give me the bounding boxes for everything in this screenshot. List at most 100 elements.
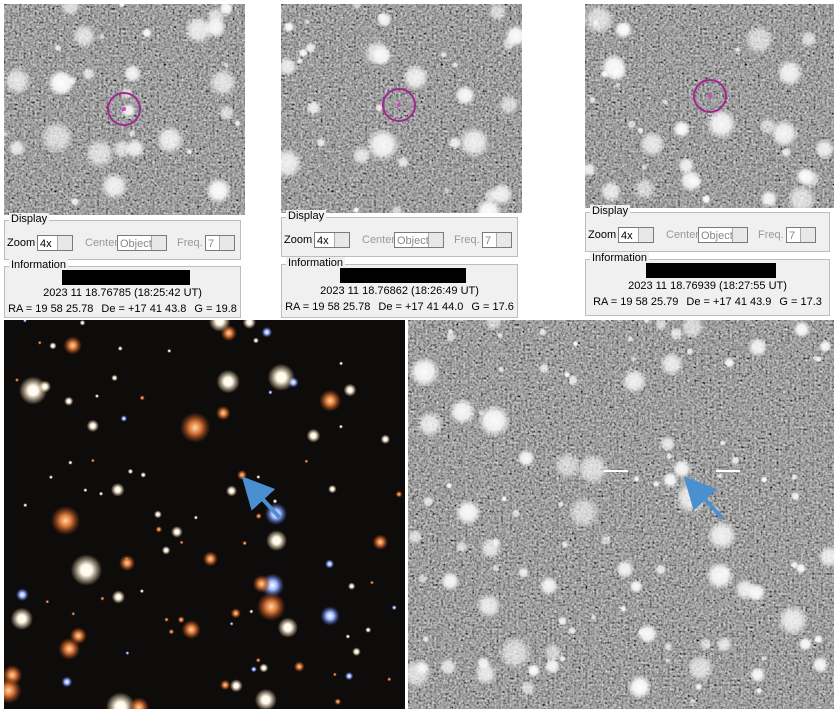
star — [179, 540, 184, 545]
star — [94, 394, 99, 399]
star — [234, 120, 241, 127]
star — [669, 326, 684, 341]
star — [749, 666, 766, 683]
star — [110, 482, 125, 497]
star — [120, 103, 136, 119]
star — [69, 627, 87, 645]
target-circle — [693, 79, 727, 113]
star — [663, 642, 673, 652]
star — [267, 363, 295, 391]
star — [491, 537, 501, 547]
star — [734, 46, 741, 53]
star — [585, 162, 597, 177]
center-combo[interactable]: Object — [698, 227, 748, 243]
star — [439, 658, 458, 676]
star — [654, 320, 668, 331]
star — [60, 4, 81, 17]
display-group: Display Zoom 4x Center Object Freq. 7 — [4, 213, 241, 260]
star — [123, 64, 142, 83]
star — [23, 503, 28, 508]
star — [345, 634, 351, 639]
star — [226, 485, 238, 497]
star — [259, 663, 269, 673]
star — [155, 526, 163, 533]
star — [22, 320, 27, 323]
star — [615, 559, 635, 579]
star — [538, 328, 547, 337]
star — [422, 635, 430, 643]
target-circle — [107, 92, 141, 126]
star — [705, 561, 735, 590]
star — [553, 451, 582, 480]
star — [283, 21, 295, 33]
star — [328, 484, 337, 494]
star — [716, 636, 733, 653]
star — [485, 320, 502, 331]
star — [79, 320, 86, 326]
star — [799, 30, 818, 48]
star — [474, 662, 497, 686]
star — [376, 12, 386, 22]
star — [560, 540, 569, 549]
star — [415, 660, 430, 675]
star — [543, 643, 563, 662]
center-combo[interactable]: Object — [394, 232, 444, 248]
star-image — [4, 4, 245, 215]
star — [253, 337, 259, 344]
zoom-combo[interactable]: 4x — [37, 235, 73, 251]
star — [818, 340, 832, 353]
star — [402, 64, 430, 91]
star — [409, 356, 440, 388]
star — [477, 404, 511, 438]
star — [517, 449, 536, 468]
star — [281, 147, 303, 179]
star — [15, 588, 29, 602]
star — [455, 540, 468, 553]
star — [343, 383, 357, 397]
star — [814, 138, 834, 160]
star — [590, 614, 597, 621]
star — [155, 125, 185, 155]
star — [304, 42, 317, 54]
star — [70, 197, 80, 207]
freq-spin[interactable]: 7 — [482, 232, 512, 248]
star — [755, 687, 763, 695]
star — [641, 163, 648, 171]
star — [125, 651, 130, 656]
star — [458, 126, 490, 159]
center-label: Center — [362, 234, 396, 246]
star — [218, 4, 234, 16]
freq-spin[interactable]: 7 — [205, 235, 235, 251]
display-label: Display — [590, 205, 631, 217]
center-combo[interactable]: Object — [117, 235, 167, 251]
star — [813, 634, 823, 644]
star — [567, 374, 579, 386]
star — [38, 380, 51, 393]
star — [416, 411, 443, 438]
freq-spin[interactable]: 7 — [786, 227, 816, 243]
star — [723, 357, 735, 369]
star — [296, 57, 303, 65]
star — [563, 371, 571, 379]
star — [380, 434, 391, 445]
target-dot — [122, 107, 126, 111]
zoom-label: Zoom — [588, 229, 617, 241]
star — [390, 205, 404, 213]
star — [440, 51, 447, 59]
star — [250, 666, 257, 673]
zoom-combo[interactable]: 4x — [314, 232, 350, 248]
star — [443, 187, 450, 194]
zoom-combo[interactable]: 4x — [618, 227, 654, 243]
star — [352, 146, 372, 166]
star — [171, 526, 183, 538]
star — [254, 688, 277, 709]
star — [491, 564, 500, 573]
star — [786, 184, 817, 208]
star — [599, 180, 623, 203]
star — [375, 103, 384, 112]
target-dot — [397, 103, 401, 107]
star — [637, 628, 647, 637]
star — [627, 674, 652, 700]
star — [614, 82, 621, 89]
star — [219, 679, 231, 691]
